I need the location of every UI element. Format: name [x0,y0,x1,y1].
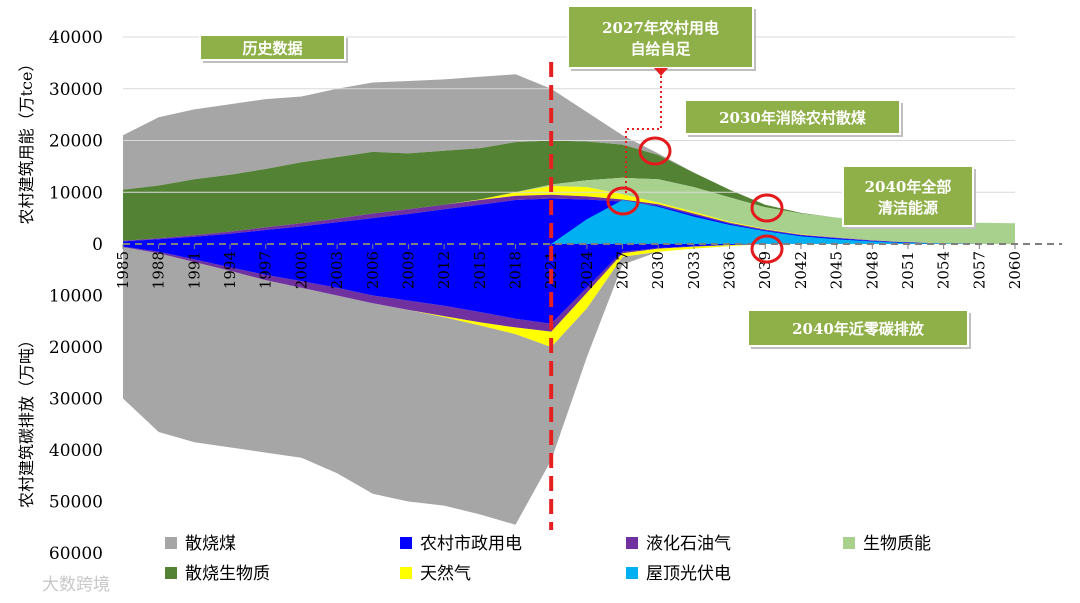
legend-label-coal: 散烧煤 [185,534,236,554]
area-series-group [123,74,1015,525]
y-tick-label-bottom: 10000 [49,287,103,307]
x-tick-label: 2045 [828,251,846,289]
energy-area-biomass_burn [123,140,1015,241]
x-tick-label: 2009 [399,251,417,289]
callout-2027-line2: 自给自足 [630,40,691,58]
x-tick-label: 2003 [328,251,346,289]
x-tick-label: 2036 [721,251,739,289]
y-tick-label-top: 0 [92,235,103,255]
x-tick-label: 2012 [435,251,453,289]
x-tick-label: 2057 [970,251,988,289]
x-tick-label: 2054 [935,251,953,289]
y-tick-label-bottom: 60000 [49,544,103,564]
highlight-circle [750,234,784,264]
x-tick-label: 2030 [649,251,667,289]
x-tick-label: 2024 [578,251,596,289]
watermark-text: 大数跨境 [42,575,110,595]
x-tick-label: 1991 [185,251,203,289]
x-tick-label: 1985 [114,251,132,289]
callout-history-text: 历史数据 [242,40,302,58]
x-tick-label: 2006 [364,251,382,289]
callout-2027-box [567,5,754,69]
y-tick-label-top: 30000 [49,80,103,100]
energy-area-pv [551,200,1015,244]
emission-area-coal [123,244,1015,525]
leader-line-2027 [625,76,662,193]
energy-area-elec [123,198,1015,244]
y-axis-title-emission: 农村建筑碳排放（万吨） [17,332,36,508]
legend-swatch-elec [400,537,412,549]
legend-swatch-coal [165,537,177,549]
y-tick-label-bottom: 30000 [49,390,103,410]
callout-2027-line1: 2027年农村用电 [602,19,719,37]
x-tick-label: 2000 [292,251,310,289]
callout-2040-carbon-text: 2040年近零碳排放 [792,320,925,338]
callout-2040-clean-line2: 清洁能源 [878,199,938,217]
callout-history-box [199,34,346,61]
x-tick-label: 1994 [221,251,239,289]
leader-arrow-2027 [654,68,668,76]
emission-area-gas [123,244,1015,347]
x-tick-label: 2018 [507,251,525,289]
legend-label-biomass_energy: 生物质能 [863,534,931,554]
y-tick-label-bottom: 50000 [49,493,103,513]
y-tick-label-bottom: 20000 [49,338,103,358]
highlight-circle [750,193,784,223]
x-tick-label: 2027 [614,251,632,289]
legend-swatch-biomass_energy [843,537,855,549]
legend-label-lpg: 液化石油气 [646,534,731,554]
y-axis-title-energy: 农村建筑用能（万tce） [17,56,36,225]
x-tick-label: 1988 [150,251,168,289]
legend-swatch-lpg [626,537,638,549]
legend-label-elec: 农村市政用电 [420,534,522,554]
y-tick-label-top: 20000 [49,132,103,152]
legend-label-gas: 天然气 [420,564,471,584]
callout-2040-clean-box [842,165,974,227]
x-tick-label: 2042 [792,251,810,289]
x-tick-label: 2015 [471,251,489,289]
emission-area-lpg [123,244,1015,332]
callout-2030-box [684,99,901,135]
highlight-circle [606,186,640,216]
legend-label-pv: 屋顶光伏电 [646,564,731,584]
highlight-circle [638,136,672,166]
x-tick-label: 2051 [899,251,917,289]
x-tick-label: 2039 [756,251,774,289]
x-tick-label: 2060 [1006,251,1024,289]
y-tick-label-bottom: 40000 [49,441,103,461]
callout-2040-clean-line1: 2040年全部 [865,178,952,196]
legend-label-biomass_burn: 散烧生物质 [185,564,270,584]
callout-2040-carbon-box [747,309,969,347]
energy-area-biomass_energy [123,177,1015,244]
x-tick-label: 2048 [863,251,881,289]
y-tick-label-top: 40000 [49,28,103,48]
emission-area-elec [123,244,1015,324]
legend-swatch-biomass_burn [165,567,177,579]
legend-swatch-pv [626,567,638,579]
x-tick-label: 1997 [257,251,275,289]
x-tick-label: 2033 [685,251,703,289]
y-tick-label-top: 10000 [49,183,103,203]
callout-2030-text: 2030年消除农村散煤 [719,109,866,127]
energy-area-coal [123,74,1015,224]
legend-swatch-gas [400,567,412,579]
